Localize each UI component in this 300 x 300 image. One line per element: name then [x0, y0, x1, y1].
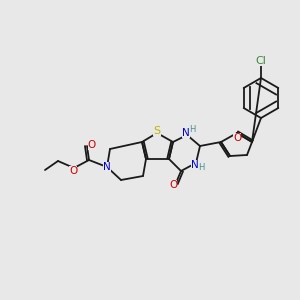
- Text: N: N: [191, 160, 199, 170]
- Text: O: O: [169, 180, 177, 190]
- Text: H: H: [189, 125, 195, 134]
- Text: Cl: Cl: [256, 56, 266, 66]
- Text: H: H: [198, 164, 204, 172]
- Text: N: N: [182, 128, 190, 138]
- Text: O: O: [69, 166, 77, 176]
- Text: O: O: [88, 140, 96, 150]
- Text: O: O: [233, 133, 241, 143]
- Text: N: N: [103, 162, 111, 172]
- Text: S: S: [153, 126, 161, 136]
